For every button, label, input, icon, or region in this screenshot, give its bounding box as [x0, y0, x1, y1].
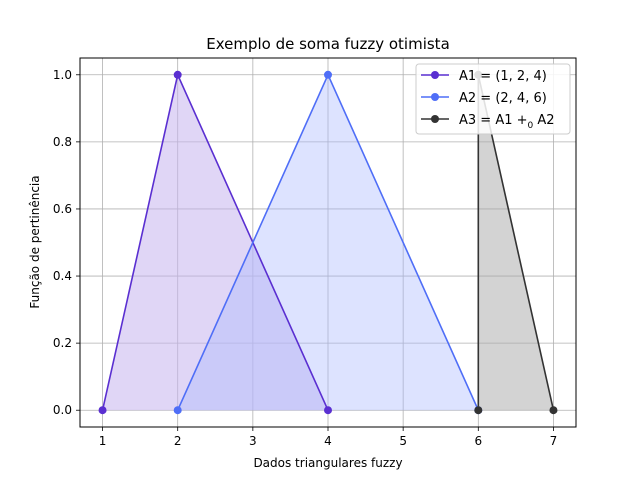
x-tick-label: 5 — [399, 434, 407, 448]
y-tick-label: 0.8 — [53, 135, 72, 149]
legend-label-a3-tail: A2 — [533, 113, 554, 128]
y-tick-label: 0.2 — [53, 336, 72, 350]
series-fill-a2 — [177, 74, 479, 411]
y-tick-label: 0.4 — [53, 269, 72, 283]
x-tick-label: 4 — [324, 434, 332, 448]
x-tick-label: 2 — [174, 434, 182, 448]
legend-label-a1: A1 = (1, 2, 4) — [459, 69, 547, 84]
legend-label-a3: A3 = A1 +0 A2 — [459, 113, 555, 131]
legend-label-a2: A2 = (2, 4, 6) — [459, 91, 547, 106]
x-tick-label: 6 — [474, 434, 482, 448]
chart-title: Exemplo de soma fuzzy otimista — [206, 35, 450, 53]
data-point-a3 — [549, 406, 558, 415]
legend-label-a3-sub: 0 — [528, 121, 534, 131]
legend-label-a3-main: A3 = A1 + — [459, 113, 528, 128]
y-tick-label: 0.6 — [53, 202, 72, 216]
y-tick-label: 1.0 — [53, 68, 72, 82]
x-ticks: 1 2 3 4 5 6 7 — [99, 427, 558, 448]
series-markers — [98, 70, 558, 415]
series-fill-a1 — [102, 74, 328, 411]
data-point-a2 — [173, 406, 182, 415]
x-tick-label: 7 — [550, 434, 558, 448]
y-tick-label: 0.0 — [53, 403, 72, 417]
data-point-a1 — [324, 406, 332, 415]
x-tick-label: 1 — [99, 434, 107, 448]
data-point-a1 — [98, 406, 107, 415]
legend-marker-a1 — [431, 71, 439, 79]
legend-marker-a3 — [431, 115, 439, 123]
x-tick-label: 3 — [249, 434, 257, 448]
legend-marker-a2 — [431, 93, 439, 101]
legend-box — [415, 63, 571, 135]
data-point-a1 — [173, 70, 182, 79]
data-point-a2 — [324, 70, 332, 79]
x-axis-label: Dados triangulares fuzzy — [253, 456, 402, 470]
y-ticks: 0.0 0.2 0.4 0.6 0.8 1.0 — [53, 68, 80, 417]
y-axis-label: Função de pertinência — [28, 175, 42, 308]
legend: A1 = (1, 2, 4) A2 = (2, 4, 6) A3 = A1 +0… — [415, 63, 571, 135]
data-point-a3 — [474, 406, 483, 415]
